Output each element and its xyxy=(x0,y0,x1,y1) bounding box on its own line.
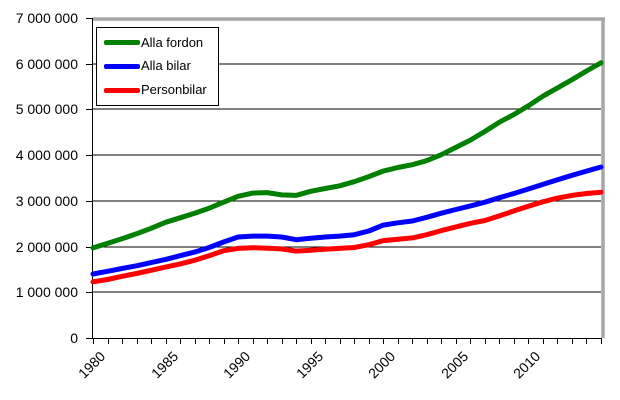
y-axis-label: 1 000 000 xyxy=(15,284,78,301)
series-line-personbilar xyxy=(90,189,604,285)
y-axis-label: 7 000 000 xyxy=(15,10,78,26)
legend-line-swatch-blue xyxy=(104,63,140,69)
y-axis-label: 0 xyxy=(70,330,78,346)
legend-label: Alla bilar xyxy=(141,58,191,74)
legend-item-alla-fordon: Alla fordon xyxy=(104,32,218,54)
y-axis-label: 2 000 000 xyxy=(15,238,78,255)
legend-line-swatch-red xyxy=(104,87,140,93)
legend-label: Personbilar xyxy=(141,82,207,98)
y-axis-label: 6 000 000 xyxy=(15,55,78,72)
series-line-alla-bilar xyxy=(90,164,604,277)
legend-line-swatch-green xyxy=(104,40,140,46)
legend-item-alla-bilar: Alla bilar xyxy=(104,55,218,77)
series-line-alla-fordon xyxy=(90,60,604,251)
y-axis-label: 5 000 000 xyxy=(15,101,78,118)
y-axis-label: 4 000 000 xyxy=(15,147,78,164)
legend-item-personbilar: Personbilar xyxy=(104,79,218,101)
legend: Alla fordon Alla bilar Personbilar xyxy=(96,27,219,106)
legend-label: Alla fordon xyxy=(141,34,204,50)
y-axis-label: 3 000 000 xyxy=(15,192,78,209)
